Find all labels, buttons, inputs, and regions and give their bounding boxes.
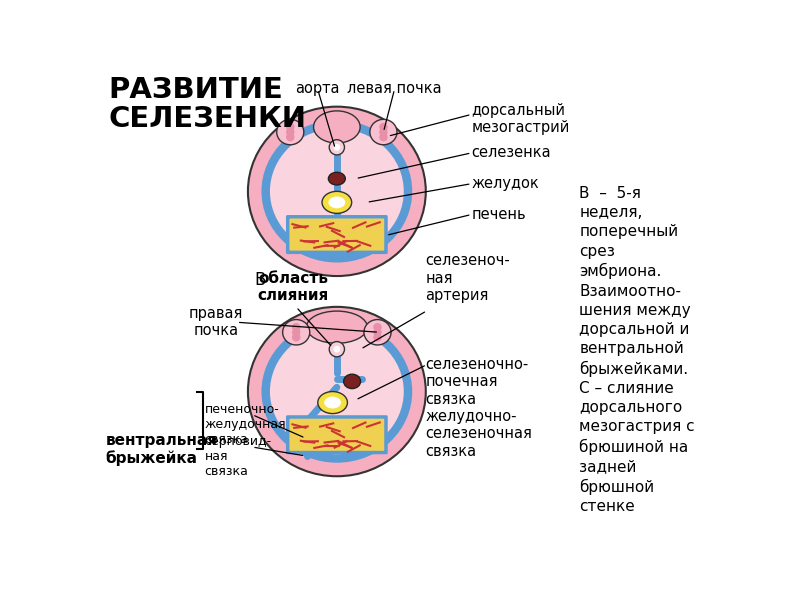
Text: область
слияния: область слияния — [258, 271, 329, 303]
Ellipse shape — [370, 119, 397, 145]
Ellipse shape — [314, 111, 360, 143]
Text: селезеноч-
ная
артерия: селезеноч- ная артерия — [426, 253, 510, 303]
Ellipse shape — [328, 196, 346, 208]
Text: В  –  5-я
неделя,
поперечный
срез
эмбриона.
Взаимоотно-
шения между
дорсальной и: В – 5-я неделя, поперечный срез эмбриона… — [579, 186, 695, 514]
Ellipse shape — [324, 397, 341, 409]
Circle shape — [286, 133, 294, 142]
Text: вентральная
брыжейка: вентральная брыжейка — [106, 433, 218, 466]
Ellipse shape — [328, 172, 346, 185]
Circle shape — [286, 123, 294, 131]
Ellipse shape — [344, 374, 361, 389]
Circle shape — [334, 346, 340, 353]
Text: серповид-
ная
связка: серповид- ная связка — [205, 436, 271, 478]
Text: аорта: аорта — [295, 81, 340, 96]
Circle shape — [292, 333, 301, 341]
Ellipse shape — [364, 320, 391, 345]
Text: селезеночно-
почечная
связка
желудочно-
селезеночная
связка: селезеночно- почечная связка желудочно- … — [426, 357, 532, 459]
Ellipse shape — [270, 128, 404, 254]
Circle shape — [286, 128, 294, 136]
Ellipse shape — [248, 107, 426, 276]
Ellipse shape — [306, 311, 367, 343]
Circle shape — [292, 323, 301, 331]
FancyBboxPatch shape — [288, 417, 386, 452]
Circle shape — [374, 323, 382, 331]
Circle shape — [379, 123, 388, 131]
FancyBboxPatch shape — [288, 217, 386, 253]
Circle shape — [334, 144, 340, 151]
Ellipse shape — [318, 392, 347, 413]
Circle shape — [379, 133, 388, 142]
Text: желудок: желудок — [472, 176, 539, 191]
Circle shape — [292, 328, 301, 337]
Ellipse shape — [262, 120, 412, 262]
Ellipse shape — [248, 307, 426, 476]
Text: правая
почка: правая почка — [189, 306, 243, 338]
Text: дорсальный
мезогастрий: дорсальный мезогастрий — [472, 103, 570, 135]
Circle shape — [374, 328, 382, 337]
Ellipse shape — [270, 329, 404, 454]
Text: РАЗВИТИЕ
СЕЛЕЗЕНКИ: РАЗВИТИЕ СЕЛЕЗЕНКИ — [108, 76, 306, 133]
Ellipse shape — [262, 320, 412, 463]
Text: печеночно-
желудочная
связка: печеночно- желудочная связка — [205, 403, 286, 446]
Ellipse shape — [277, 119, 304, 145]
Text: левая почка: левая почка — [347, 81, 442, 96]
Circle shape — [374, 333, 382, 341]
Text: В: В — [254, 271, 266, 289]
Text: селезенка: селезенка — [472, 145, 551, 160]
Circle shape — [330, 140, 345, 155]
Circle shape — [379, 128, 388, 136]
Text: печень: печень — [472, 207, 526, 222]
Circle shape — [330, 341, 345, 357]
Ellipse shape — [322, 191, 352, 214]
Ellipse shape — [282, 320, 310, 345]
